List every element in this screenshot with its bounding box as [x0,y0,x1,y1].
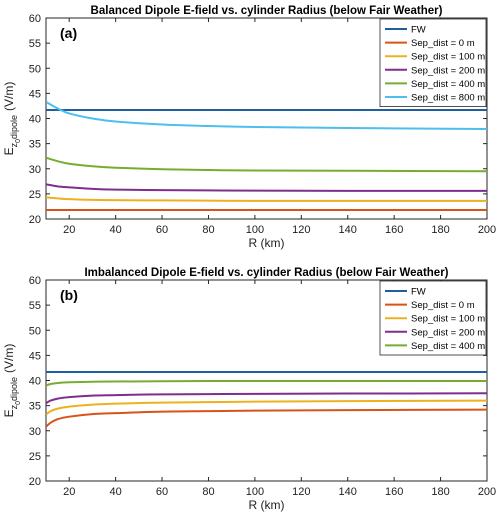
y-tick-label: 50 [29,325,41,337]
x-tick-label: 140 [339,486,357,498]
x-tick-label: 200 [478,224,496,236]
legend-label: Sep_dist = 400 m [411,341,485,352]
y-tick-label: 55 [29,300,41,312]
y-tick-label: 40 [29,376,41,388]
x-tick-label: 40 [110,224,122,236]
panel-label: (a) [60,25,77,41]
legend-box [379,18,487,107]
x-tick-label: 20 [63,224,75,236]
series-line-3 [46,183,487,192]
legend-label: Sep_dist = 200 m [411,327,485,338]
x-tick-label: 200 [478,486,496,498]
series-line-2 [46,399,487,416]
y-axis-label: Ez0dipole(V/m) [2,344,22,418]
x-tick-label: 20 [63,486,75,498]
y-tick-label: 35 [29,139,41,151]
chart-title: Imbalanced Dipole E-field vs. cylinder R… [84,267,448,279]
y-tick-label: 20 [29,214,41,226]
x-tick-label: 80 [202,224,214,236]
series-line-2 [46,196,487,202]
x-axis-label: R (km) [249,236,285,250]
y-tick-label: 30 [29,426,41,438]
x-tick-label: 160 [385,486,403,498]
y-tick-label: 35 [29,401,41,413]
x-tick-label: 140 [339,224,357,236]
legend-label: Sep_dist = 200 m [411,65,485,76]
chart-title: Balanced Dipole E-field vs. cylinder Rad… [91,5,443,17]
y-tick-label: 50 [29,63,41,75]
x-tick-label: 120 [292,486,310,498]
legend: FW Sep_dist = 0 m Sep_dist = 100 m Sep_dist… [379,280,487,356]
legend-label: Sep_dist = 0 m [411,38,475,49]
x-tick-label: 60 [156,224,168,236]
legend-label: FW [411,287,426,298]
legend: FW Sep_dist = 0 m Sep_dist = 100 m Sep_dist… [379,18,487,107]
x-tick-label: 120 [292,224,310,236]
legend-label: FW [411,25,426,36]
y-tick-label: 55 [29,38,41,50]
y-tick-label: 60 [29,13,41,25]
x-tick-label: 100 [246,224,264,236]
x-tick-label: 60 [156,486,168,498]
panel-label: (b) [60,287,78,303]
legend-label: Sep_dist = 400 m [411,79,485,90]
y-tick-label: 40 [29,114,41,126]
series-line-4 [46,379,487,387]
y-tick-label: 30 [29,164,41,176]
legend-label: Sep_dist = 0 m [411,300,475,311]
legend-label: Sep_dist = 100 m [411,52,485,63]
x-tick-label: 40 [110,486,122,498]
chart-panel-a: Balanced Dipole E-field vs. cylinder Rad… [2,5,496,250]
x-tick-label: 180 [431,486,449,498]
y-tick-label: 25 [29,189,41,201]
x-tick-label: 180 [431,224,449,236]
series-line-4 [46,156,487,173]
y-tick-label: 45 [29,350,41,362]
y-tick-label: 25 [29,451,41,463]
y-tick-label: 60 [29,275,41,287]
x-tick-label: 80 [202,486,214,498]
y-axis-label: Ez0dipole(V/m) [2,82,22,156]
x-tick-label: 160 [385,224,403,236]
series-line-5 [46,101,487,131]
legend-label: Sep_dist = 100 m [411,314,485,325]
legend-label: Sep_dist = 800 m [411,93,485,104]
chart-panel-b: Imbalanced Dipole E-field vs. cylinder R… [2,267,496,512]
x-axis-label: R (km) [249,498,285,512]
series-line-1 [46,408,487,428]
y-tick-label: 45 [29,88,41,100]
x-tick-label: 100 [246,486,264,498]
y-tick-label: 20 [29,476,41,488]
series-line-3 [46,392,487,404]
